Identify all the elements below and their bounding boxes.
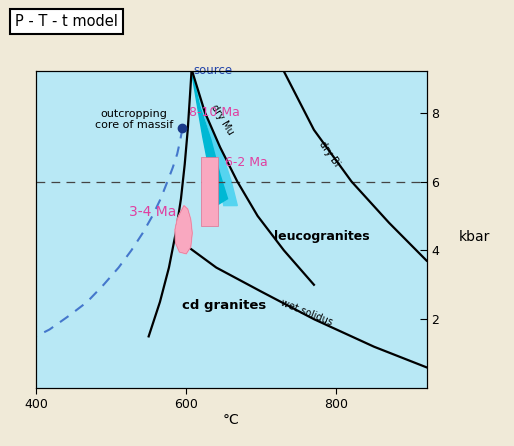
Text: 3-4 Ma: 3-4 Ma xyxy=(128,206,176,219)
Text: 6-2 Ma: 6-2 Ma xyxy=(225,156,268,169)
Y-axis label: kbar: kbar xyxy=(458,230,490,244)
Text: P - T - t model: P - T - t model xyxy=(15,14,118,29)
Polygon shape xyxy=(192,71,228,206)
Text: 8-10 Ma: 8-10 Ma xyxy=(189,106,240,119)
Text: cd granites: cd granites xyxy=(181,299,266,312)
Polygon shape xyxy=(192,71,237,206)
Text: source: source xyxy=(193,63,232,77)
Text: wet solidus: wet solidus xyxy=(279,297,334,327)
Text: dry Bi: dry Bi xyxy=(317,140,341,169)
X-axis label: °C: °C xyxy=(223,413,240,427)
Text: outcropping
core of massif: outcropping core of massif xyxy=(95,109,173,130)
Text: leucogranites: leucogranites xyxy=(273,230,369,243)
Text: dry Mu: dry Mu xyxy=(209,103,235,136)
Polygon shape xyxy=(175,206,192,254)
Bar xyxy=(201,157,218,226)
